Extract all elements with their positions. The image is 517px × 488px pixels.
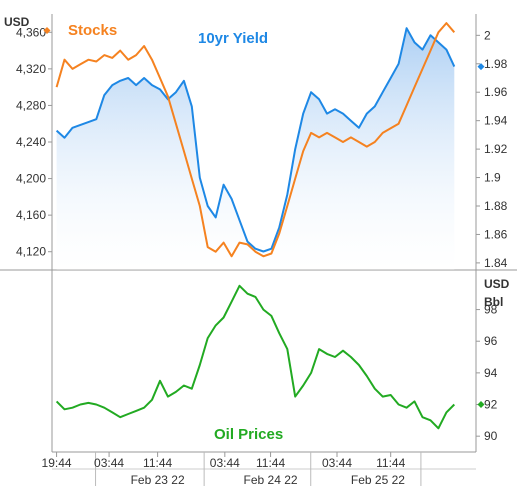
oil-tick-label: 94 <box>484 366 498 380</box>
yield-tick-label: 1.92 <box>484 142 508 156</box>
yield-series-label: 10yr Yield <box>198 30 268 47</box>
time-tick-label: 11:44 <box>376 456 405 470</box>
usd-tick-label: 4,120 <box>16 245 46 259</box>
usd-tick-label: 4,360 <box>16 25 46 39</box>
time-tick-label: 19:44 <box>42 456 72 470</box>
yield-tick-label: 1.88 <box>484 199 508 213</box>
usd-tick-label: 4,320 <box>16 62 46 76</box>
oil-axis-unit-bbl: Bbl <box>484 295 503 309</box>
oil-tick-label: 96 <box>484 334 498 348</box>
time-tick-label: 03:44 <box>322 456 352 470</box>
usd-tick-label: 4,200 <box>16 172 46 186</box>
usd-tick-label: 4,280 <box>16 98 46 112</box>
time-axis: 19:44 03:44 11:44 03:44 11:44 03:44 11:44 Feb 2… <box>42 452 422 487</box>
stocks-yield-panel: 4,120 4,160 4,200 4,240 4,280 4,320 4,360 1.84… <box>4 15 508 271</box>
oil-tick-label: 92 <box>484 398 498 412</box>
date-label: Feb 23 22 <box>131 473 185 487</box>
stocks-series-label: Stocks <box>68 22 117 39</box>
oil-tick-label: 90 <box>484 429 498 443</box>
date-label: Feb 24 22 <box>244 473 298 487</box>
date-label: Feb 25 22 <box>351 473 405 487</box>
oil-line <box>55 284 456 430</box>
stocks-current-marker <box>43 26 51 34</box>
usd-axis-unit: USD <box>4 15 30 29</box>
yield-area <box>56 28 455 271</box>
yield-current-marker <box>477 63 485 71</box>
yield-tick-label: 1.98 <box>484 57 508 71</box>
oil-axis-unit-usd: USD <box>484 277 510 291</box>
yield-line <box>55 27 456 253</box>
oil-series-label: Oil Prices <box>214 426 283 443</box>
oil-tick-label: 98 <box>484 303 498 317</box>
time-tick-label: 11:44 <box>143 456 172 470</box>
yield-tick-label: 1.94 <box>484 114 508 128</box>
yield-tick-label: 1.96 <box>484 85 508 99</box>
time-tick-label: 11:44 <box>256 456 285 470</box>
oil-axis-ticks: 90 92 94 96 98 <box>476 303 498 443</box>
oil-current-marker <box>477 401 485 409</box>
time-tick-label: 03:44 <box>210 456 240 470</box>
usd-tick-label: 4,240 <box>16 135 46 149</box>
oil-panel: 90 92 94 96 98 USD Bbl Oil Prices <box>55 277 510 443</box>
usd-axis-ticks: 4,120 4,160 4,200 4,240 4,280 4,320 4,360 <box>16 25 52 259</box>
yield-axis-ticks: 1.84 1.86 1.88 1.9 1.92 1.94 1.96 1.98 2 <box>476 28 508 270</box>
stocks-line <box>55 22 456 258</box>
yield-tick-label: 1.84 <box>484 256 508 270</box>
yield-tick-label: 2 <box>484 28 491 42</box>
time-tick-label: 03:44 <box>94 456 124 470</box>
yield-tick-label: 1.9 <box>484 171 501 185</box>
yield-tick-label: 1.86 <box>484 227 508 241</box>
usd-tick-label: 4,160 <box>16 208 46 222</box>
